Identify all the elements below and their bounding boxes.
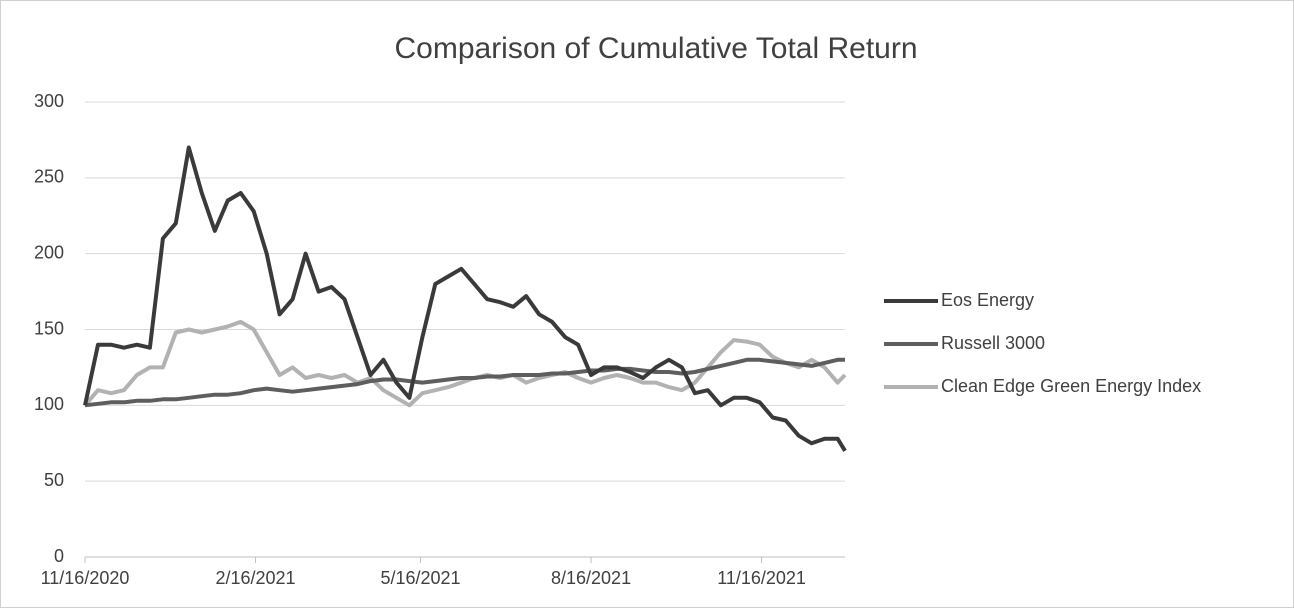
x-tick-label: 11/16/2020 <box>41 568 130 588</box>
y-tick-label: 250 <box>34 167 64 187</box>
legend-label: Clean Edge Green Energy Index <box>941 376 1201 396</box>
y-tick-label: 0 <box>54 546 64 566</box>
series-line <box>83 145 847 452</box>
series-line <box>84 357 845 408</box>
y-tick-label: 300 <box>34 91 64 111</box>
x-tick-label: 8/16/2021 <box>551 568 631 588</box>
y-tick-label: 100 <box>34 394 64 414</box>
y-tick-label: 50 <box>44 470 64 490</box>
y-tick-label: 200 <box>34 242 64 262</box>
y-tick-label: 150 <box>34 318 64 338</box>
series-line <box>83 319 847 408</box>
x-tick-label: 11/16/2021 <box>717 568 806 588</box>
x-tick-label: 5/16/2021 <box>380 568 460 588</box>
legend-label: Russell 3000 <box>941 333 1045 353</box>
chart-title: Comparison of Cumulative Total Return <box>394 32 917 65</box>
legend-label: Eos Energy <box>941 290 1034 310</box>
x-tick-label: 2/16/2021 <box>215 568 295 588</box>
